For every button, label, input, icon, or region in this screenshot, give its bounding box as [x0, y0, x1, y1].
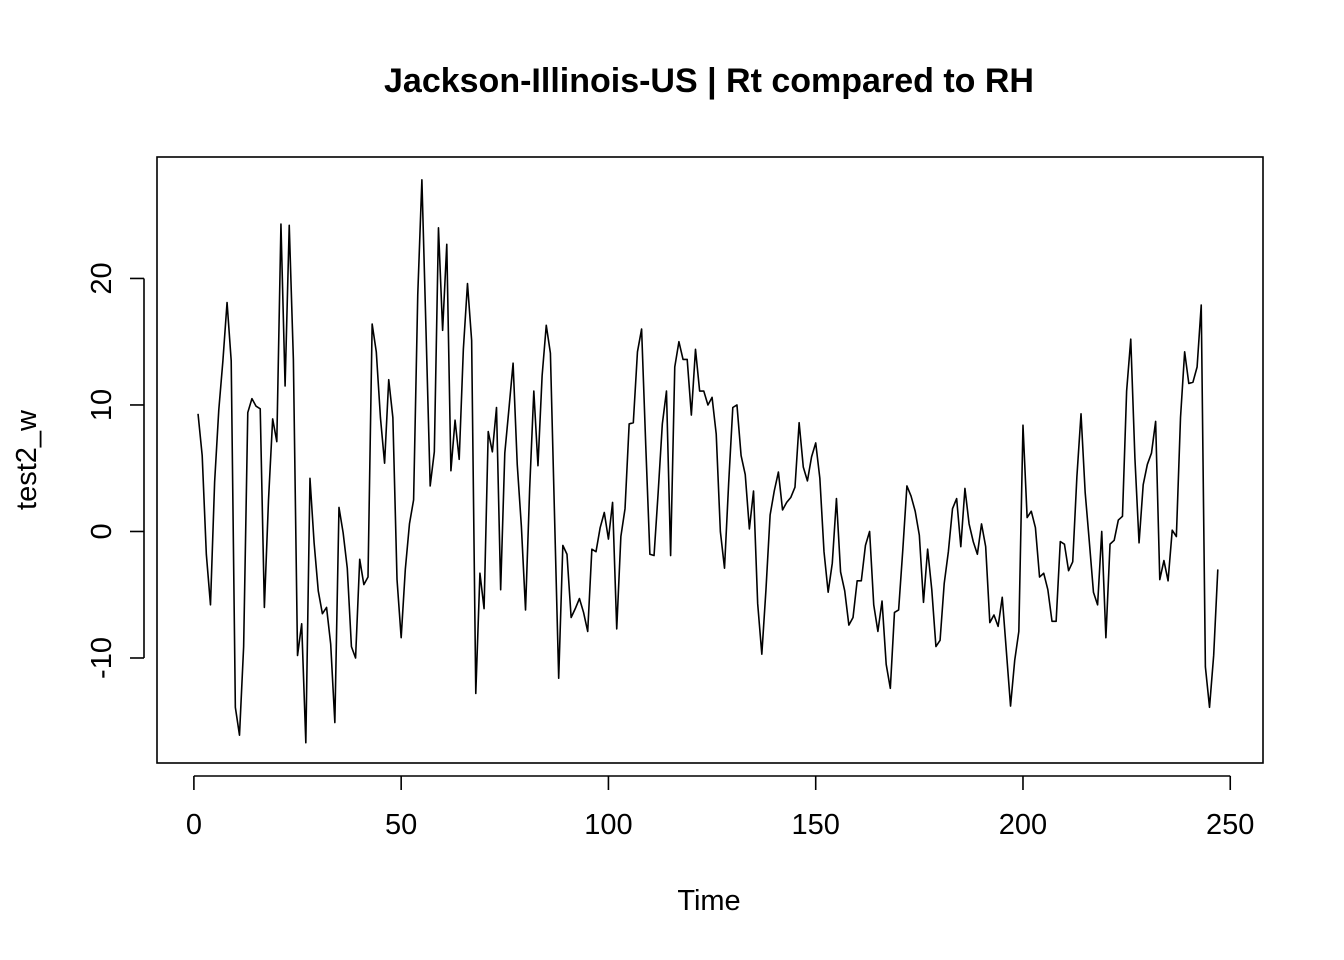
y-axis-label: test2_w	[11, 409, 43, 510]
x-axis: 0 50 100 150 200 250	[186, 775, 1254, 841]
y-axis: -10 0 10 20	[86, 262, 145, 679]
plot-frame	[156, 156, 1264, 764]
x-tick-label: 200	[999, 809, 1047, 841]
x-tick-label: 50	[385, 809, 417, 841]
chart-title: Jackson-Illinois-US | Rt compared to RH	[384, 62, 1034, 100]
y-tick-label: 20	[86, 262, 118, 294]
x-tick-label: 100	[584, 809, 632, 841]
x-tick-label: 0	[186, 809, 202, 841]
x-tick-label: 250	[1206, 809, 1254, 841]
y-tick-label: 0	[86, 523, 118, 539]
x-axis-label: Time	[677, 885, 740, 917]
y-tick-label: -10	[86, 637, 118, 679]
x-tick-label: 150	[792, 809, 840, 841]
y-tick-label: 10	[86, 389, 118, 421]
series-line	[197, 178, 1219, 744]
